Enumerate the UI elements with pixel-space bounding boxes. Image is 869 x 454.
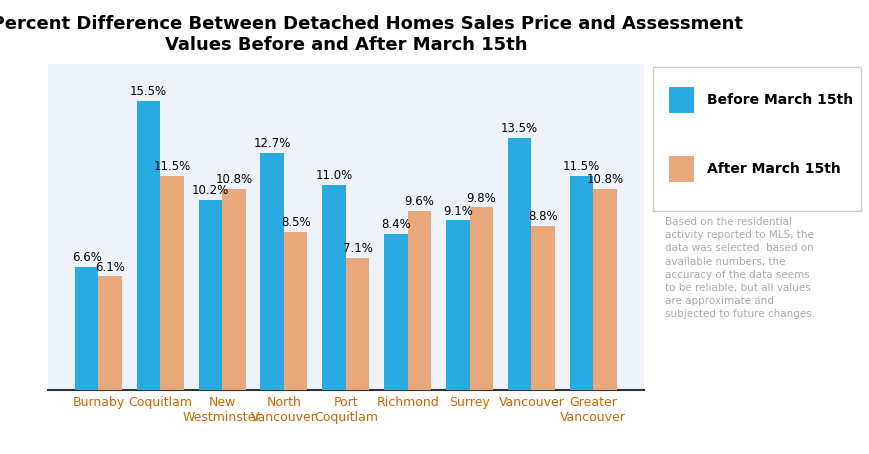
Bar — [668, 87, 693, 113]
Text: Based on the residential
activity reported to MLS, the
data was selected  based : Based on the residential activity report… — [664, 217, 814, 319]
Bar — [384, 233, 408, 390]
Bar — [198, 200, 222, 390]
Bar — [569, 176, 593, 390]
Text: 11.0%: 11.0% — [315, 169, 352, 182]
Text: 11.5%: 11.5% — [562, 160, 600, 173]
Text: 10.8%: 10.8% — [586, 173, 623, 186]
Text: 9.1%: 9.1% — [442, 205, 472, 217]
Text: After March 15th: After March 15th — [706, 162, 839, 176]
Bar — [222, 189, 245, 390]
Text: 7.1%: 7.1% — [342, 242, 372, 255]
Text: 9.6%: 9.6% — [404, 195, 434, 208]
Bar — [408, 211, 431, 390]
Text: 10.2%: 10.2% — [191, 184, 229, 197]
Text: 6.1%: 6.1% — [95, 261, 125, 274]
Text: 13.5%: 13.5% — [501, 123, 538, 135]
Bar — [260, 153, 283, 390]
Bar — [322, 185, 346, 390]
Bar — [346, 258, 369, 390]
Text: roomvu: roomvu — [697, 351, 815, 379]
Text: 15.5%: 15.5% — [129, 85, 167, 98]
Bar — [668, 156, 693, 182]
Text: Before March 15th: Before March 15th — [706, 93, 852, 107]
Text: 12.7%: 12.7% — [253, 138, 290, 150]
Text: 10.8%: 10.8% — [215, 173, 252, 186]
Bar — [446, 221, 469, 390]
Bar — [160, 176, 183, 390]
Bar — [136, 101, 160, 390]
Bar — [98, 276, 122, 390]
Text: 8.4%: 8.4% — [381, 218, 410, 231]
Bar — [507, 138, 531, 390]
Text: 8.8%: 8.8% — [527, 210, 557, 223]
Bar — [593, 189, 616, 390]
Text: 6.6%: 6.6% — [71, 252, 102, 264]
Bar — [283, 232, 307, 390]
Title: The Percent Difference Between Detached Homes Sales Price and Assessment
Values : The Percent Difference Between Detached … — [0, 15, 742, 54]
Bar — [531, 226, 554, 390]
Bar — [75, 267, 98, 390]
Text: 9.8%: 9.8% — [466, 192, 495, 205]
Text: 8.5%: 8.5% — [281, 216, 310, 229]
Text: 11.5%: 11.5% — [153, 160, 190, 173]
Bar — [469, 207, 493, 390]
